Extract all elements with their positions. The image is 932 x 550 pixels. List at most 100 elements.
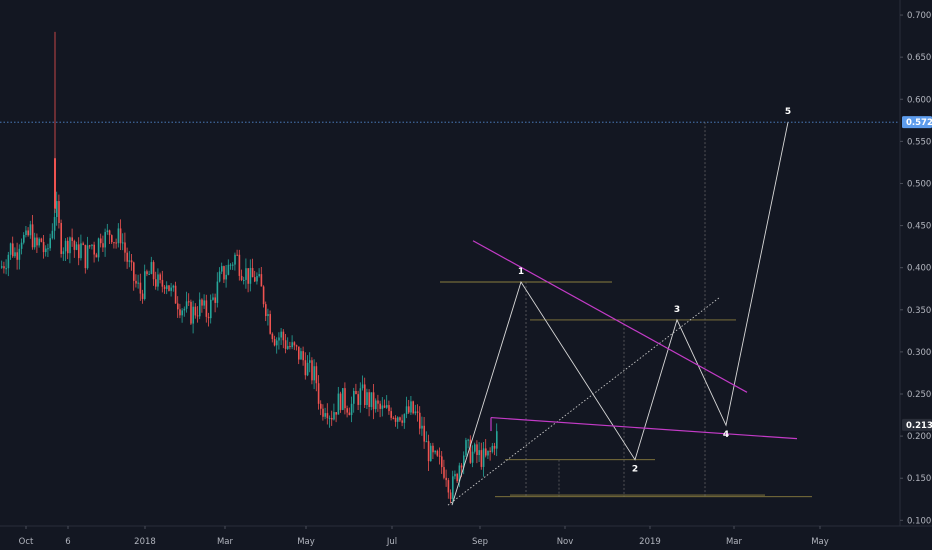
candle-body <box>254 277 256 282</box>
candle-body <box>155 279 157 287</box>
wave-label-1: 1 <box>518 267 524 277</box>
candle-body <box>408 406 410 413</box>
candle-body <box>425 441 428 443</box>
candle-up <box>300 347 302 360</box>
candle-body <box>111 235 113 243</box>
candle-up <box>350 396 353 423</box>
candle-up <box>487 450 489 459</box>
candle-body <box>293 342 296 346</box>
candle-down <box>469 435 472 464</box>
candle-body <box>278 337 280 341</box>
candle-body <box>229 264 232 266</box>
wave-label-5: 5 <box>785 107 791 117</box>
candle-body <box>410 401 412 413</box>
candle-up <box>203 294 205 309</box>
candle-down <box>108 229 111 245</box>
candle-up <box>414 404 417 416</box>
candle-down <box>205 294 208 323</box>
candle-body <box>113 242 115 244</box>
candle-body <box>482 448 485 467</box>
candle-body <box>23 235 25 243</box>
candle-down <box>265 301 267 322</box>
candle-up <box>56 191 58 226</box>
candle-up <box>18 244 21 270</box>
candle-up <box>434 450 436 455</box>
candle-body <box>315 366 318 384</box>
candle-body <box>388 405 390 412</box>
price-tag: 0.2133 <box>902 418 932 431</box>
candle-down <box>357 390 359 411</box>
candle-up <box>478 442 480 463</box>
candle-up <box>53 209 56 240</box>
candle-body <box>214 297 216 303</box>
candle-up <box>397 416 399 429</box>
candle-up <box>7 251 10 277</box>
candle-body <box>216 281 219 303</box>
candle-down <box>12 236 14 258</box>
candle-body <box>377 400 379 404</box>
candle-body <box>223 266 225 280</box>
candle-down <box>126 247 128 269</box>
candle-down <box>335 411 337 423</box>
candle-down <box>190 299 192 325</box>
candle-up <box>359 382 362 413</box>
candle-down <box>130 253 133 271</box>
candle-down <box>432 442 434 459</box>
candle-body <box>304 360 307 376</box>
candle-up <box>245 258 247 289</box>
candle-body <box>496 431 498 449</box>
candle-body <box>54 158 56 209</box>
candle-body <box>20 242 23 249</box>
candle-up <box>183 306 186 317</box>
candle-body <box>412 401 414 414</box>
candle-up <box>199 292 201 320</box>
candle-down <box>89 244 91 249</box>
candle-body <box>474 444 476 452</box>
candle-body <box>25 230 27 236</box>
candle-up <box>306 355 309 377</box>
candle-body <box>454 474 456 477</box>
candle-up <box>232 262 234 270</box>
candle-body <box>60 222 62 254</box>
candle-up <box>210 294 212 324</box>
x-tick-label: Mar <box>726 537 743 547</box>
candle-body <box>97 238 100 258</box>
candle-up <box>170 282 172 297</box>
candle-down <box>401 414 403 427</box>
price-tag-background <box>902 116 932 129</box>
candle-down <box>196 306 199 323</box>
candle-up <box>29 220 32 239</box>
candle-down <box>194 303 197 319</box>
candle-up <box>452 470 454 505</box>
candle-body <box>234 254 236 265</box>
candle-body <box>205 300 208 317</box>
candle-body <box>460 465 463 468</box>
candle-body <box>47 248 49 250</box>
support-line <box>490 416 798 440</box>
candle-body <box>322 408 324 417</box>
candle-body <box>5 268 7 270</box>
candle-body <box>445 477 447 481</box>
candle-body <box>370 392 373 407</box>
candle-up <box>287 337 289 350</box>
candle-body <box>430 445 432 462</box>
candle-down <box>298 346 300 365</box>
candle-up <box>458 462 461 488</box>
candle-up <box>25 225 27 238</box>
candle-up <box>375 398 377 413</box>
candle-body <box>144 271 146 299</box>
candle-up <box>157 268 159 291</box>
candle-up <box>342 387 344 411</box>
candle-down <box>16 242 18 270</box>
candle-body <box>135 280 137 284</box>
candle-up <box>185 291 188 313</box>
candle-body <box>449 492 452 499</box>
candle-body <box>12 243 14 257</box>
